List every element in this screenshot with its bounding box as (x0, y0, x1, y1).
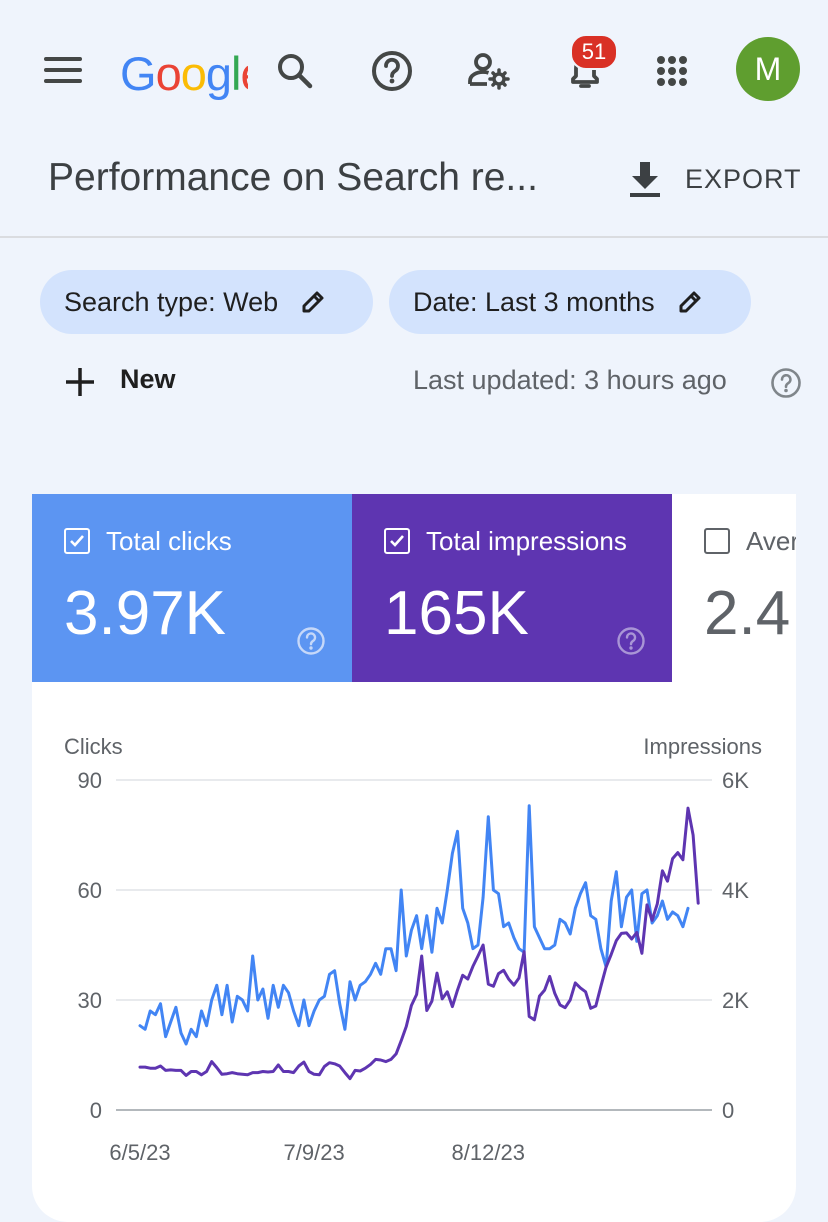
search-type-filter-chip[interactable]: Search type: Web (40, 270, 373, 334)
page-title: Performance on Search re... (48, 156, 538, 199)
export-button[interactable]: EXPORT (685, 164, 802, 194)
left-tick-label: 90 (78, 768, 102, 793)
help-icon[interactable] (770, 367, 802, 399)
x-tick-label: 8/12/23 (452, 1140, 525, 1165)
notification-badge: 51 (570, 34, 618, 70)
admin-settings-icon[interactable] (466, 48, 512, 94)
left-axis-title: Clicks (64, 734, 123, 759)
series-line-clicks (138, 804, 690, 1046)
performance-chart: 0 0 30 2K 60 4K 90 6K Clicks Impressions 6/5/23 7/9… (64, 734, 762, 1165)
total-impressions-label: Total impressions (426, 526, 627, 556)
help-icon[interactable] (369, 48, 415, 94)
help-icon[interactable] (296, 626, 326, 656)
help-icon[interactable] (616, 626, 646, 656)
total-impressions-card[interactable]: Total impressions 165K (352, 494, 672, 682)
x-tick-label: 7/9/23 (284, 1140, 345, 1165)
total-clicks-card[interactable]: Total clicks 3.97K (32, 494, 352, 682)
average-ctr-card[interactable]: Aver 2.4 (672, 494, 796, 682)
edit-icon (679, 291, 701, 313)
checkbox-checked-icon[interactable] (64, 528, 90, 554)
checkbox-unchecked-icon[interactable] (704, 528, 730, 554)
header-divider (0, 236, 828, 238)
last-updated-text: Last updated: 3 hours ago (413, 365, 727, 395)
series-line-impressions (138, 806, 700, 1081)
menu-icon[interactable] (44, 55, 84, 85)
search-icon[interactable] (272, 48, 318, 94)
plus-icon[interactable] (64, 366, 96, 398)
average-label: Aver (746, 526, 796, 556)
right-tick-label: 2K (722, 988, 749, 1013)
left-tick-label: 0 (90, 1098, 102, 1123)
search-type-label: Search type: Web (64, 286, 279, 317)
right-tick-label: 6K (722, 768, 749, 793)
right-tick-label: 0 (722, 1098, 734, 1123)
x-tick-label: 6/5/23 (109, 1140, 170, 1165)
total-impressions-value: 165K (384, 579, 529, 648)
right-tick-label: 4K (722, 878, 749, 903)
date-filter-chip[interactable]: Date: Last 3 months (389, 270, 751, 334)
apps-icon[interactable] (649, 48, 695, 94)
left-tick-label: 60 (78, 878, 102, 903)
download-icon[interactable] (626, 160, 664, 200)
checkbox-checked-icon[interactable] (384, 528, 410, 554)
avatar[interactable]: M (736, 37, 800, 101)
google-logo: Google (120, 47, 248, 100)
average-value: 2.4 (704, 579, 791, 648)
right-axis-title: Impressions (643, 734, 762, 759)
new-filter-button[interactable]: New (120, 364, 176, 394)
total-clicks-value: 3.97K (64, 579, 227, 648)
performance-card: Total clicks 3.97K Total impressions 165… (32, 494, 796, 1222)
total-clicks-label: Total clicks (106, 526, 232, 556)
left-tick-label: 30 (78, 988, 102, 1013)
edit-icon (302, 291, 324, 313)
date-filter-label: Date: Last 3 months (413, 286, 655, 317)
